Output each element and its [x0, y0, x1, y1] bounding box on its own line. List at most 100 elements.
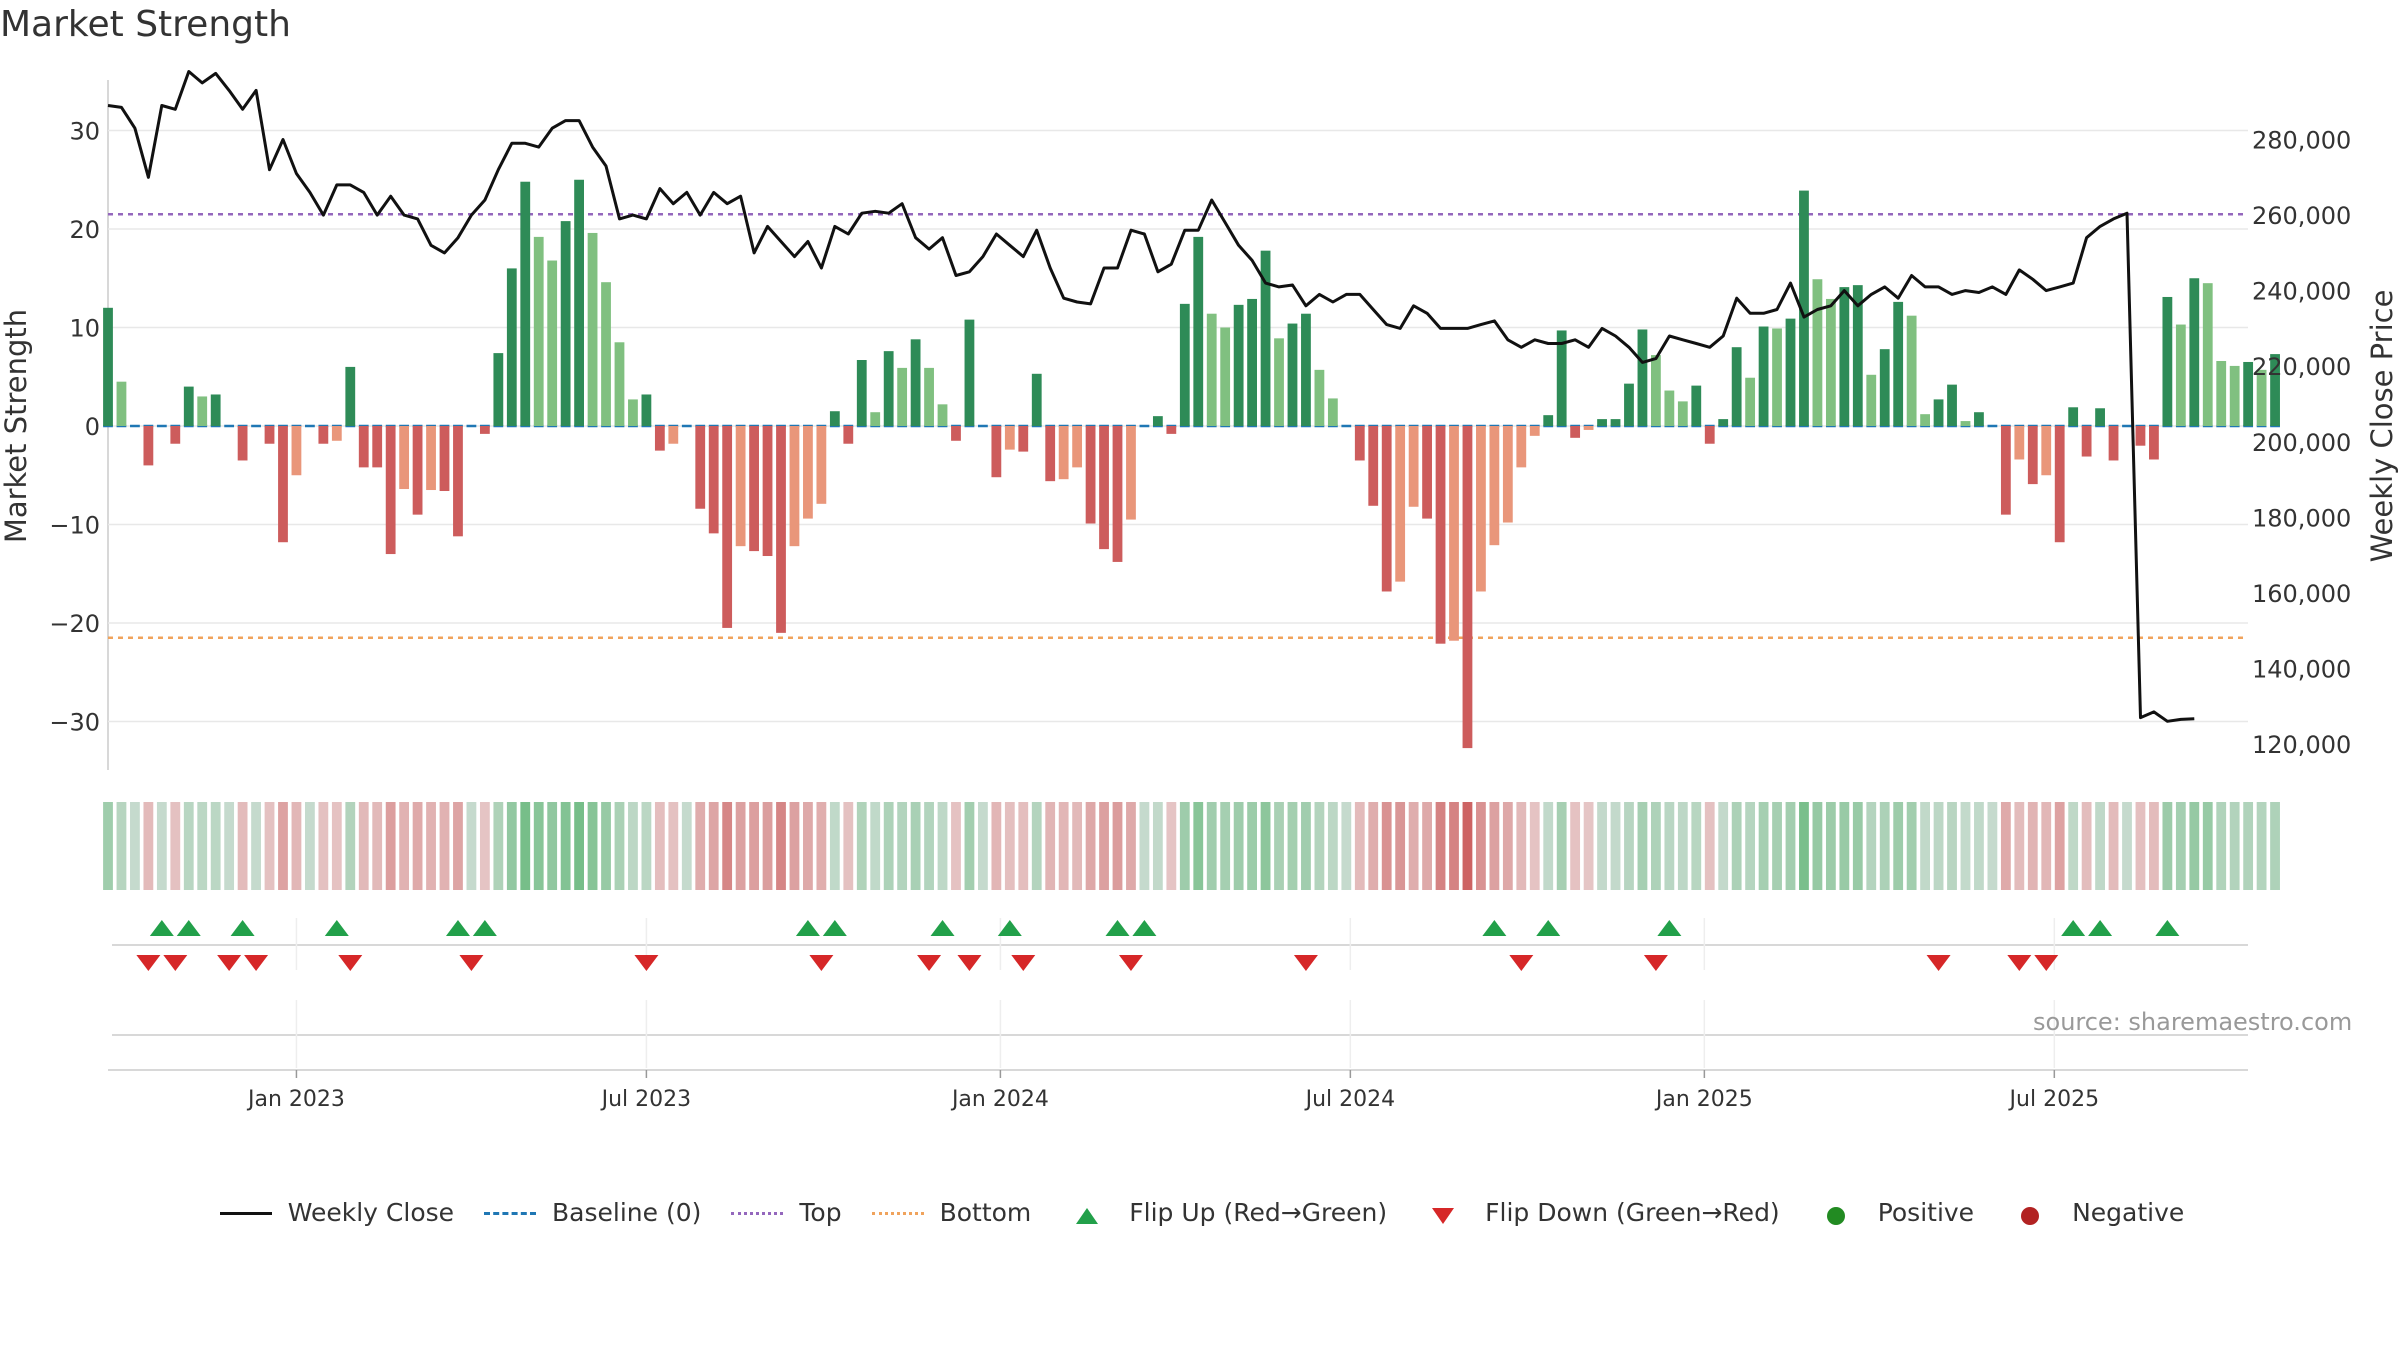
flip-up-marker: [324, 920, 349, 936]
strength-bar: [399, 426, 410, 490]
heat-cell: [183, 802, 194, 890]
strength-bar: [1677, 401, 1688, 426]
strength-bar: [2054, 426, 2065, 543]
strength-bar: [426, 426, 436, 491]
heat-cell: [439, 802, 450, 890]
strength-bar: [1731, 347, 1742, 426]
heat-cell: [749, 802, 759, 890]
strength-bar: [372, 426, 383, 468]
strength-bar: [1839, 287, 1850, 426]
strength-bar: [345, 366, 356, 426]
strength-bar: [1368, 426, 1379, 506]
heat-cell: [1301, 802, 1311, 890]
strength-bar: [614, 342, 625, 426]
heat-cell: [1058, 802, 1069, 890]
heat-cell: [2243, 802, 2254, 890]
strength-bar: [1920, 414, 1930, 426]
strength-bar: [1112, 426, 1123, 562]
strength-bar: [1772, 328, 1782, 426]
strength-bar: [1745, 377, 1756, 426]
heat-cell: [1287, 802, 1298, 890]
heat-cell: [1772, 802, 1782, 890]
y-axis-left: 30 20 10 0 −10 −20 −30: [49, 118, 100, 737]
heat-cell: [1825, 802, 1836, 890]
heat-cell: [1879, 802, 1890, 890]
source-note: source: sharemaestro.com: [2033, 1008, 2353, 1036]
strength-bar: [1126, 426, 1136, 520]
legend-line-swatch: [216, 1203, 276, 1223]
heat-cell: [1368, 802, 1379, 890]
heat-cell: [789, 802, 800, 890]
heat-cell: [197, 802, 208, 890]
heat-cell: [856, 802, 867, 890]
strength-bar: [1301, 313, 1311, 426]
flip-markers-panel: [112, 918, 2248, 1068]
heat-cell: [2202, 802, 2213, 890]
heat-cell: [1206, 802, 1217, 890]
strength-bar: [1960, 421, 1971, 426]
flip-down-marker: [1293, 955, 1318, 971]
heat-cell: [1422, 802, 1432, 890]
strength-bar: [1422, 426, 1432, 519]
strength-bar: [2243, 361, 2254, 426]
heat-cell: [372, 802, 383, 890]
heat-cell: [251, 802, 261, 890]
heat-cell: [1664, 802, 1675, 890]
strength-bar: [1179, 303, 1190, 426]
legend-label: Flip Down (Green→Red): [1485, 1198, 1780, 1227]
x-tick-label: Jul 2024: [1304, 1087, 1396, 1112]
heat-cell: [641, 802, 652, 890]
heat-cell: [937, 802, 948, 890]
heat-cell: [1152, 802, 1163, 890]
heat-cell: [587, 802, 598, 890]
weekly-close-line: [107, 70, 2195, 723]
heat-cell: [237, 802, 248, 890]
strength-bar: [1018, 426, 1029, 452]
strength-bar: [1435, 426, 1446, 644]
heat-cell: [116, 802, 127, 890]
strength-bar: [803, 426, 813, 519]
heat-cell: [1126, 802, 1136, 890]
heat-cell: [1004, 802, 1015, 890]
heat-cell: [1583, 802, 1594, 890]
heat-cell: [1745, 802, 1756, 890]
strength-bar: [2081, 426, 2092, 457]
heat-cell: [2014, 802, 2025, 890]
strength-bar: [1260, 250, 1271, 426]
strength-bar: [2175, 324, 2186, 426]
heat-cell: [1637, 802, 1648, 890]
strength-bar: [1704, 426, 1715, 444]
heat-cell: [2149, 802, 2159, 890]
heat-cell: [1489, 802, 1500, 890]
heat-cell: [2122, 802, 2132, 890]
heat-cell: [170, 802, 181, 890]
chart-title: Market Strength: [0, 4, 291, 45]
heat-cell: [1839, 802, 1850, 890]
heat-cell: [816, 802, 827, 890]
heat-cell: [453, 802, 463, 890]
strength-bar: [897, 367, 908, 426]
y-tick-label: 30: [69, 118, 100, 146]
strength-bar: [695, 426, 706, 509]
strength-bar: [2041, 426, 2052, 476]
flip-down-marker: [634, 955, 659, 971]
heat-cell: [829, 802, 840, 890]
strength-bar: [1193, 236, 1204, 426]
strength-bar: [1624, 383, 1634, 426]
strength-bar: [1031, 373, 1042, 426]
strength-bar: [816, 426, 827, 504]
heat-cell: [2216, 802, 2227, 890]
heat-cell: [1610, 802, 1621, 890]
x-axis: Jan 2023 Jul 2023 Jan 2024 Jul 2024 Jan 2025…: [108, 1069, 2248, 1112]
triangle-up-icon: [1057, 1203, 1117, 1224]
legend-weekly-close: Weekly Close: [216, 1198, 454, 1227]
heat-cell: [1018, 802, 1029, 890]
strength-bar: [924, 367, 934, 426]
chart-area: 30 20 10 0 −10 −20 −30 280,000 260,000 240,000 22…: [0, 70, 2399, 1112]
strength-bar: [1597, 419, 1607, 426]
heat-cell: [1570, 802, 1581, 890]
strength-bar: [1852, 285, 1863, 426]
legend-negative: Negative: [2000, 1198, 2184, 1227]
y2-tick-label: 200,000: [2252, 429, 2351, 457]
heat-cell: [964, 802, 975, 890]
